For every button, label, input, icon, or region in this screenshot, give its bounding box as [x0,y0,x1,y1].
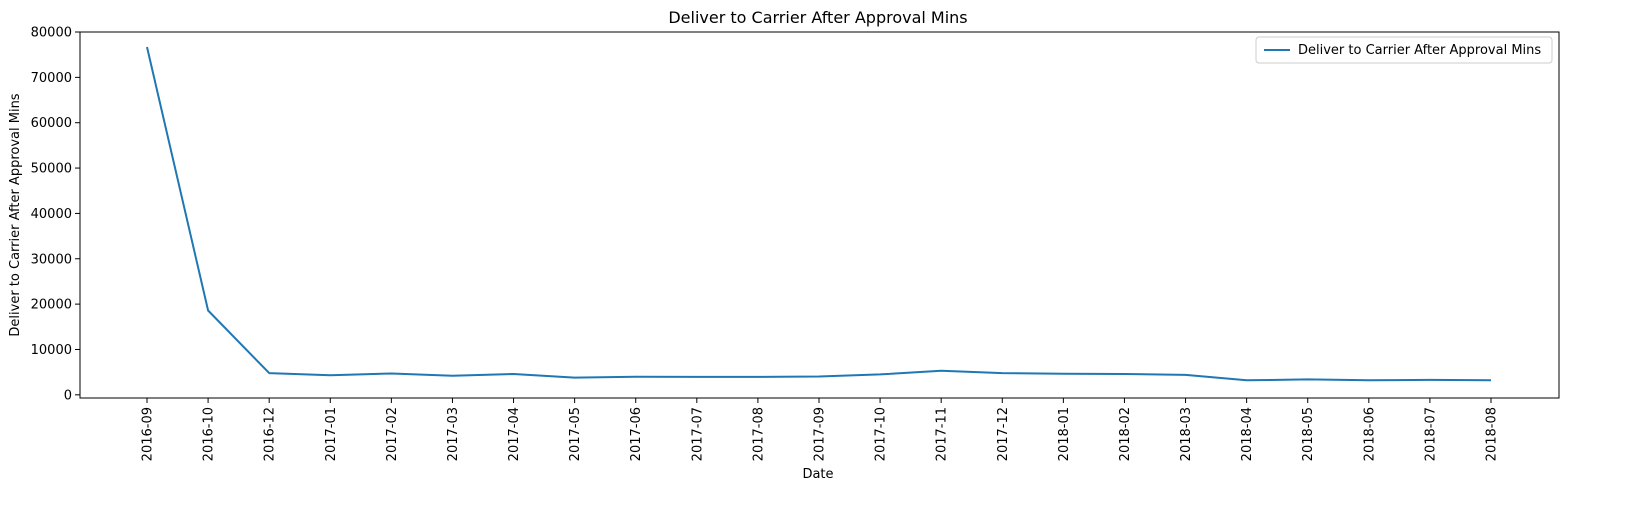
y-tick-label: 0 [64,388,72,403]
y-axis-label: Deliver to Carrier After Approval Mins [8,93,23,336]
x-tick-label: 2017-01 [324,407,339,461]
x-tick-label: 2018-06 [1362,407,1377,461]
x-tick-label: 2018-03 [1179,407,1194,461]
chart-title: Deliver to Carrier After Approval Mins [668,8,967,27]
y-tick-label: 70000 [31,71,72,86]
x-tick-label: 2017-07 [690,407,705,461]
x-tick-label: 2018-05 [1301,407,1316,461]
legend: Deliver to Carrier After Approval Mins [1255,36,1553,64]
y-axis: 0 10000 20000 30000 40000 50000 60000 70000 8000… [31,26,80,403]
legend-label: Deliver to Carrier After Approval Mins [1298,43,1541,58]
x-tick-label: 2018-04 [1240,407,1255,461]
x-tick-label: 2017-08 [751,407,766,461]
x-tick-label: 2016-12 [263,407,278,461]
legend-box [1255,36,1553,64]
x-tick-label: 2017-04 [507,407,522,461]
y-tick-label: 50000 [31,162,72,177]
series-layer [146,46,1492,382]
series-line [146,46,1492,382]
x-tick-label: 2017-11 [935,407,950,461]
x-tick-label: 2017-09 [813,407,828,461]
x-tick-label: 2016-10 [202,407,217,461]
y-tick-label: 10000 [31,343,72,358]
x-axis-label: Date [802,467,833,482]
x-tick-label: 2017-03 [446,407,461,461]
x-tick-label: 2018-02 [1118,407,1133,461]
x-tick-label: 2017-12 [996,407,1011,461]
y-tick-label: 80000 [31,26,72,41]
x-tick-label: 2017-05 [568,407,583,461]
x-tick-label: 2018-01 [1057,407,1072,461]
x-axis: 2016-09 2016-10 2016-12 2017-01 2017-02 2017-… [141,398,1500,461]
y-tick-label: 40000 [31,207,72,222]
x-tick-label: 2017-06 [629,407,644,461]
x-tick-label: 2017-02 [385,407,400,461]
y-tick-label: 60000 [31,116,72,131]
x-tick-label: 2016-09 [141,407,156,461]
x-tick-label: 2018-08 [1485,407,1500,461]
plot-area [79,31,1560,399]
y-tick-label: 20000 [31,298,72,313]
x-tick-label: 2018-07 [1423,407,1438,461]
x-tick-label: 2017-10 [874,407,889,461]
y-tick-label: 30000 [31,252,72,267]
